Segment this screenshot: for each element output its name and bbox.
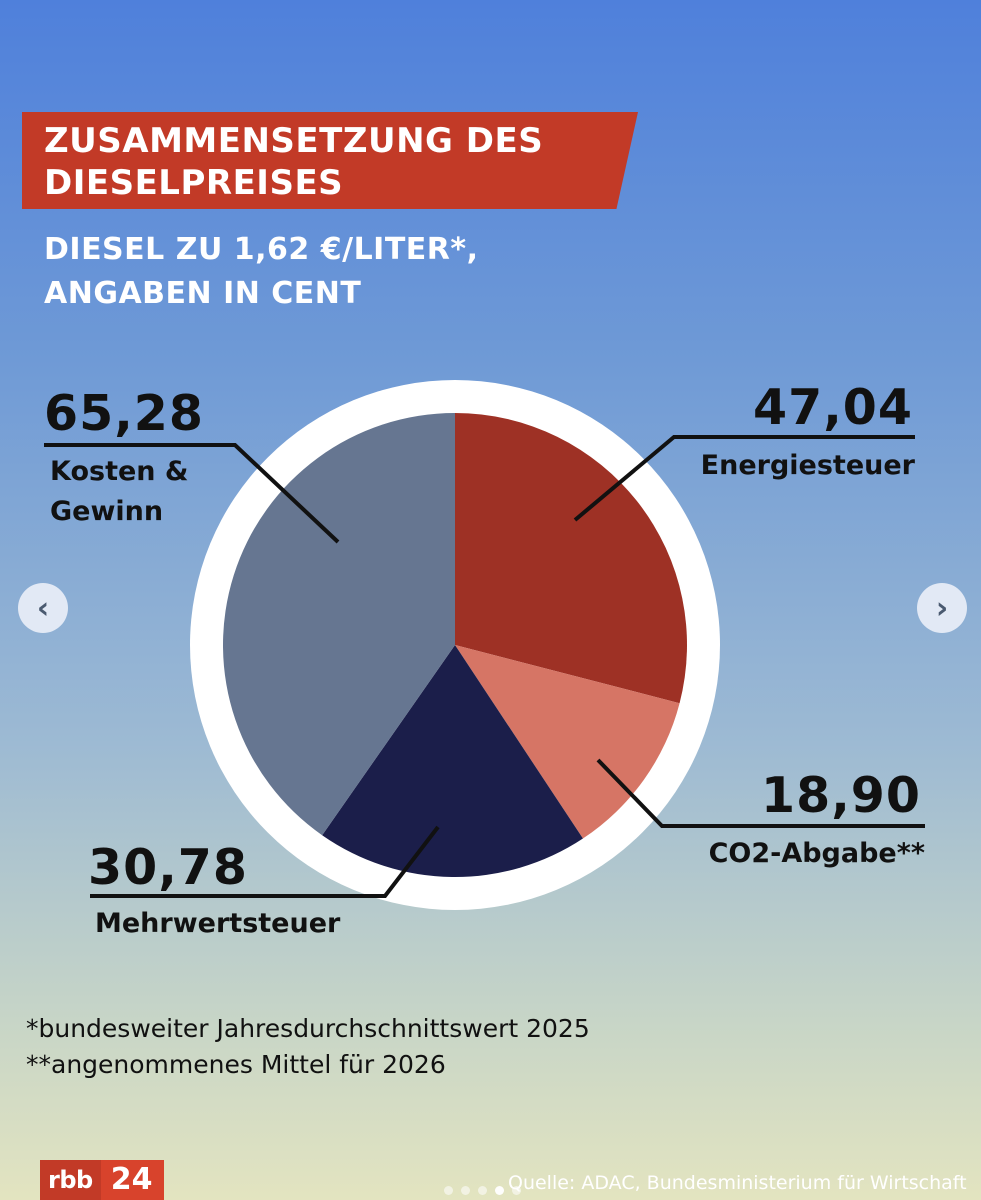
chevron-left-icon: ‹ (36, 590, 50, 626)
pie-slices (222, 413, 687, 877)
title-banner (22, 112, 638, 209)
carousel-dot[interactable] (478, 1186, 487, 1195)
carousel-dot[interactable] (444, 1186, 453, 1195)
leader-lines (44, 435, 925, 898)
value-co2: 18,90 (761, 767, 921, 824)
label-kosten: Kosten & Gewinn (50, 452, 188, 532)
label-mwst: Mehrwertsteuer (95, 908, 341, 939)
label-co2: CO2-Abgabe** (708, 838, 925, 869)
title-line-1: ZUSAMMENSETZUNG DES (44, 121, 544, 161)
label-kosten-line-1: Kosten & (50, 456, 189, 487)
subtitle-line-1: DIESEL ZU 1,62 €/LITER*, (44, 232, 479, 267)
carousel-dot[interactable] (461, 1186, 470, 1195)
logo-24: 24 (100, 1160, 165, 1200)
carousel-dot[interactable] (512, 1186, 521, 1195)
carousel-next-button[interactable]: › (917, 583, 967, 633)
footnote-1: *bundesweiter Jahresdurchschnittswert 20… (26, 1014, 590, 1043)
leader-line-mwst (90, 825, 440, 898)
title-line-2: DIESELPREISES (44, 163, 344, 203)
label-energiesteuer: Energiesteuer (700, 450, 915, 481)
logo-rbb: rbb (40, 1160, 101, 1200)
value-energiesteuer: 47,04 (753, 379, 913, 436)
chevron-right-icon: › (935, 590, 949, 626)
chart-title: ZUSAMMENSETZUNG DES DIESELPREISES (44, 120, 543, 204)
subtitle-line-2: ANGABEN IN CENT (44, 276, 362, 311)
pie-slice-co2 (455, 645, 680, 839)
carousel-prev-button[interactable]: ‹ (18, 583, 68, 633)
leader-line-energiesteuer (573, 435, 915, 522)
pie-slice-kosten (222, 413, 455, 836)
value-mwst: 30,78 (88, 839, 248, 896)
chart-subtitle: DIESEL ZU 1,62 €/LITER*, ANGABEN IN CENT (44, 228, 479, 316)
carousel-indicator (444, 1186, 521, 1195)
rbb24-logo: rbb 24 (40, 1160, 165, 1200)
label-kosten-line-2: Gewinn (50, 496, 164, 527)
carousel-dot[interactable] (495, 1186, 504, 1195)
leader-line-co2 (596, 758, 925, 828)
pie-slice-mwst (322, 645, 583, 877)
source-text: Quelle: ADAC, Bundesministerium für Wirt… (508, 1172, 967, 1194)
footnote-2: **angenommenes Mittel für 2026 (26, 1050, 446, 1079)
value-kosten: 65,28 (44, 385, 204, 442)
pie-slice-energiesteuer (455, 413, 687, 704)
leader-line-kosten (44, 443, 340, 544)
